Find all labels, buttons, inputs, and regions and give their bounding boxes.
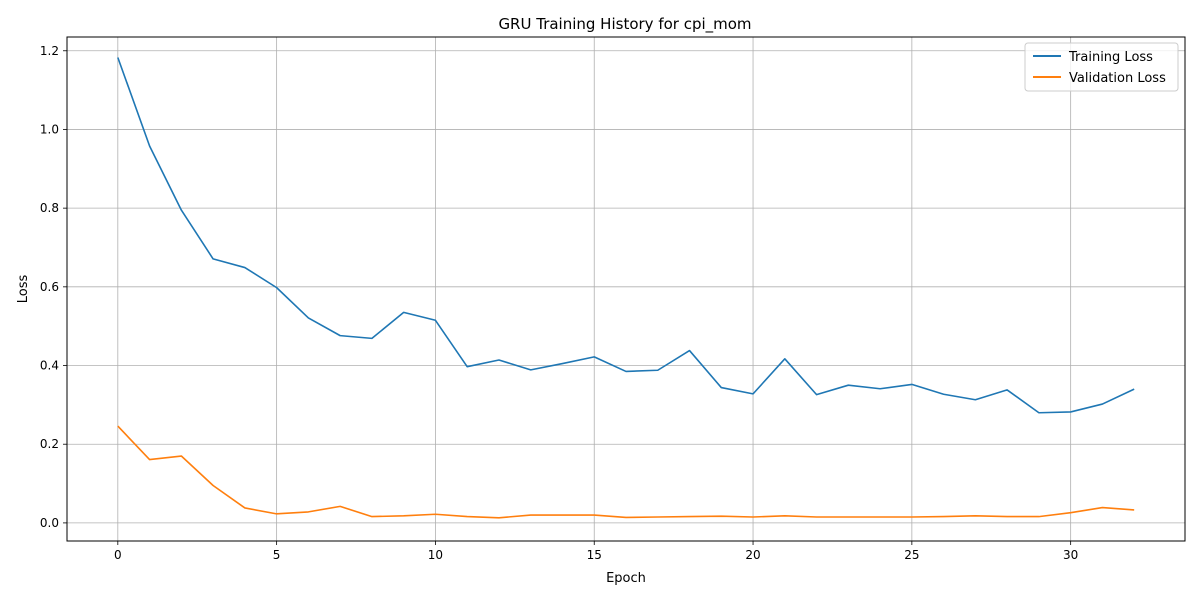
x-tick-label: 0 [114, 548, 122, 562]
validation-loss-line [117, 425, 1135, 519]
y-tick-label: 0.2 [40, 437, 59, 451]
legend: Training Loss Validation Loss [1024, 42, 1179, 92]
x-tick-label: 10 [428, 548, 443, 562]
y-tick-label: 1.2 [40, 44, 59, 58]
grid [67, 37, 1185, 541]
x-tick-label: 5 [273, 548, 281, 562]
legend-frame [1024, 42, 1179, 92]
y-tick-label: 0.4 [40, 359, 59, 373]
plot-frame [66, 36, 1186, 542]
legend-label-training: Training Loss [1068, 50, 1153, 65]
x-tick-label: 20 [745, 548, 760, 562]
chart-title: GRU Training History for cpi_mom [498, 15, 751, 34]
legend-label-validation: Validation Loss [1069, 71, 1166, 86]
y-axis-label: Loss [16, 275, 31, 304]
training-loss-line [117, 57, 1135, 414]
axis-ticks: 0 5 10 15 20 25 30 0.0 0.2 0.4 0.6 0.8 1.0 1.2 [40, 44, 1078, 562]
x-tick-label: 30 [1063, 548, 1078, 562]
x-tick-label: 15 [587, 548, 602, 562]
x-axis-label: Epoch [606, 571, 646, 586]
y-tick-label: 1.0 [40, 122, 59, 136]
y-tick-label: 0.8 [40, 201, 59, 215]
y-tick-label: 0.6 [40, 280, 59, 294]
x-tick-label: 25 [904, 548, 919, 562]
y-tick-label: 0.0 [40, 516, 59, 530]
series-group [117, 57, 1135, 519]
